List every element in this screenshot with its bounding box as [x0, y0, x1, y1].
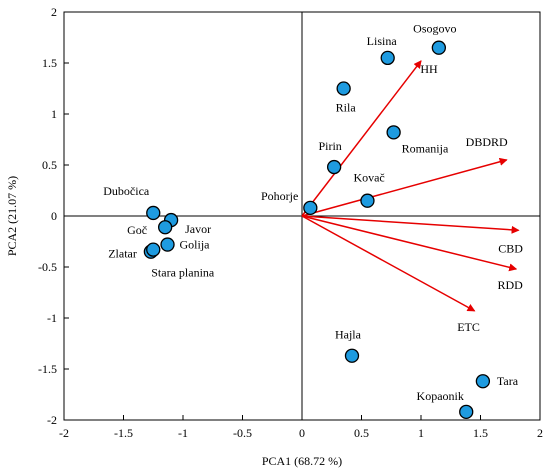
vector-label-cbd: CBD [498, 241, 523, 255]
vector-label-dbdrd: DBDRD [466, 135, 508, 149]
point-label-hajla: Hajla [335, 328, 362, 342]
point-kovač [360, 193, 375, 208]
point-label-javor: Javor [185, 222, 211, 236]
loading-vectors: HH DBDRD CBD RDD ETC [301, 60, 524, 334]
point-rila [336, 81, 351, 96]
point-label-golija: Golija [180, 238, 211, 252]
point-osogovo [431, 40, 447, 55]
point-label-goč: Goč [127, 223, 147, 237]
point-golija [160, 237, 175, 252]
y-tick-label: -0.5 [38, 260, 57, 274]
point-label-osogovo: Osogovo [413, 22, 456, 36]
y-tick-label: 1 [51, 107, 57, 121]
point-romanija [386, 125, 401, 140]
point-label-zlatar: Zlatar [108, 247, 137, 261]
y-axis-title: PCA2 (21.07 %) [5, 176, 19, 256]
x-tick-label: 1.5 [473, 426, 488, 440]
x-tick-label: 1 [418, 426, 424, 440]
point-hajla [344, 348, 360, 363]
y-tick-label: 0.5 [42, 158, 57, 172]
point-label-lisina: Lisina [367, 34, 398, 48]
y-tick-label: 0 [51, 209, 57, 223]
x-axis-title: PCA1 (68.72 %) [262, 454, 342, 468]
x-tick-label: 0 [299, 426, 305, 440]
x-tick-label: 2 [537, 426, 543, 440]
vector-arrow-etc [301, 215, 476, 312]
x-tick-label: -2 [59, 426, 69, 440]
point-label-kopaonik: Kopaonik [417, 389, 464, 403]
vector-label-rdd: RDD [498, 278, 524, 292]
score-points: Osogovo Lisina Rila Romanija Pirin Kovač Pohor… [103, 22, 519, 419]
x-tick-label: -0.5 [233, 426, 252, 440]
x-tick-label: 0.5 [354, 426, 369, 440]
x-tick-label: -1 [178, 426, 188, 440]
point-kopaonik [459, 404, 474, 419]
point-goč [157, 220, 173, 235]
vector-label-etc: ETC [457, 320, 480, 334]
point-label-stara-planina: Stara planina [151, 266, 215, 280]
point-label-rila: Rila [336, 101, 357, 115]
point-tara [475, 374, 491, 389]
x-tick-label: -1.5 [114, 426, 133, 440]
point-label-romanija: Romanija [402, 141, 449, 155]
point-label-pohorje: Pohorje [261, 189, 298, 203]
y-tick-label: -1.5 [38, 362, 57, 376]
y-tick-label: 1.5 [42, 56, 57, 70]
point-label-dubočica: Dubočica [103, 184, 150, 198]
vector-arrow-hh [301, 60, 422, 217]
point-pohorje [303, 200, 318, 215]
point-pirin [326, 159, 342, 175]
point-label-kovač: Kovač [353, 171, 384, 185]
point-dubočica [146, 205, 161, 221]
axis-ticks: -2 -1.5 -1 -0.5 0 0.5 1 1.5 2 -2 -1.5 -1 -0.5 0 0.5 1 1.… [38, 5, 543, 440]
vector-arrow-dbdrd [301, 157, 508, 217]
vector-arrow-cbd [301, 215, 520, 234]
point-stara-planina [146, 242, 161, 257]
y-tick-label: -1 [47, 311, 57, 325]
y-tick-label: -2 [47, 413, 57, 427]
point-label-pirin: Pirin [318, 139, 341, 153]
y-tick-label: 2 [51, 5, 57, 19]
vector-arrow-rdd [301, 215, 518, 272]
vector-label-hh: HH [420, 62, 438, 76]
point-label-tara: Tara [497, 374, 519, 388]
point-lisina [380, 50, 395, 66]
